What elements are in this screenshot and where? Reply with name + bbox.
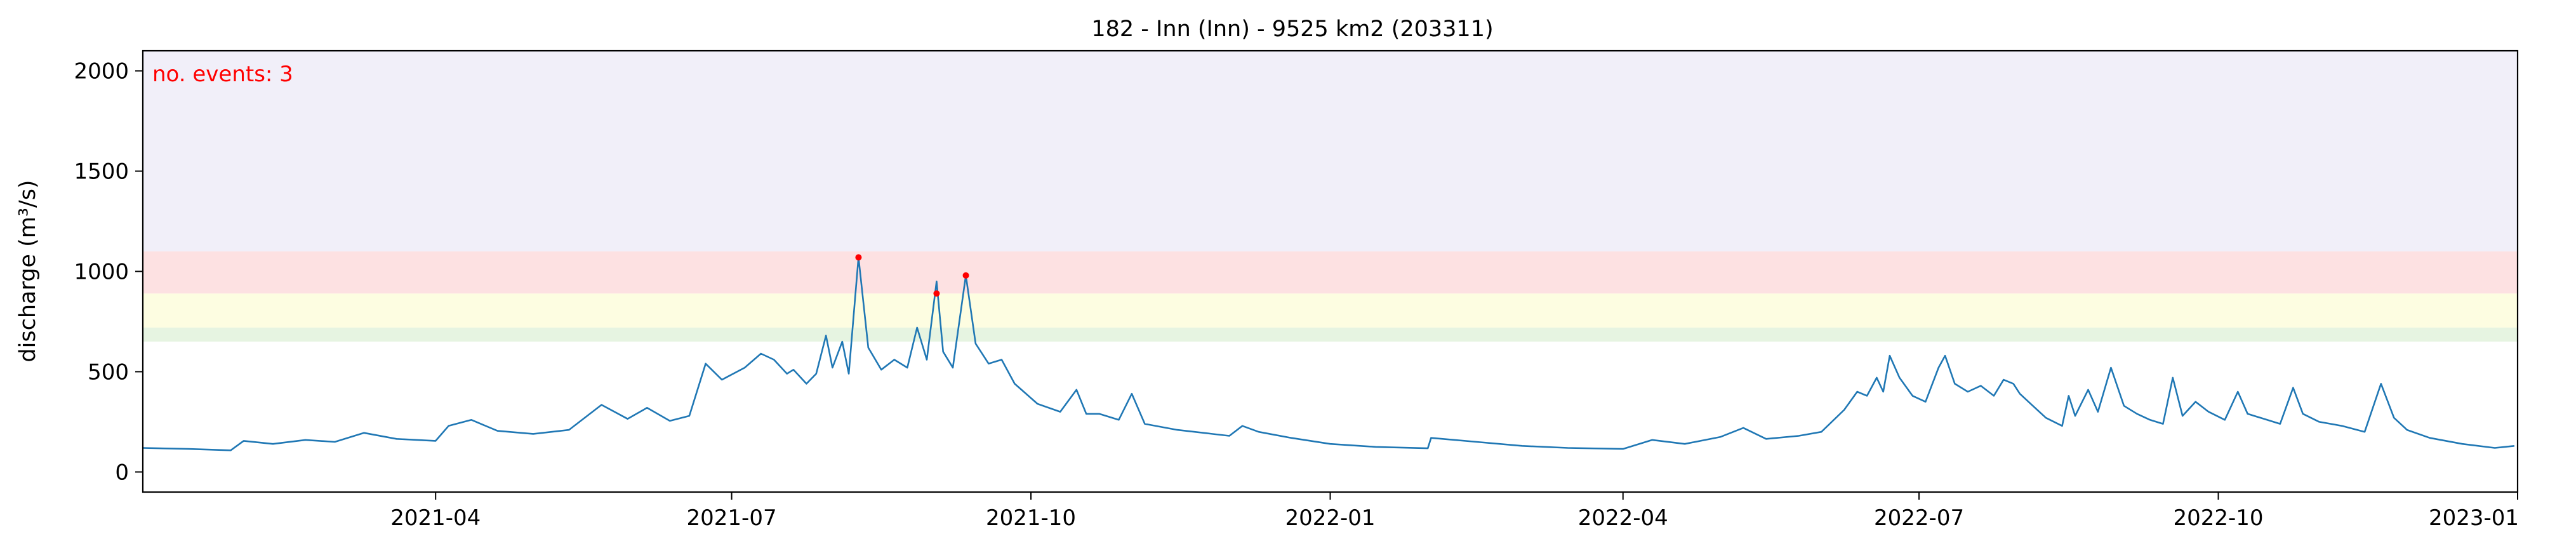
x-tick-label-2023-01: 2023-01 <box>2429 505 2519 531</box>
threshold-bands <box>143 51 2518 342</box>
event-marker-1 <box>933 290 940 297</box>
x-tick-label-2022-04: 2022-04 <box>1578 505 1668 531</box>
y-axis: 0 500 1000 1500 2000 <box>74 59 143 485</box>
y-tick-label-2000: 2000 <box>74 59 129 84</box>
chart-title: 182 - Inn (Inn) - 9525 km2 (203311) <box>1091 17 1493 42</box>
threshold-band-2 <box>143 251 2518 294</box>
x-tick-label-2021-07: 2021-07 <box>687 505 777 531</box>
event-marker-2 <box>962 272 969 279</box>
threshold-band-0 <box>143 327 2518 342</box>
x-tick-label-2022-07: 2022-07 <box>1874 505 1964 531</box>
x-tick-label-2021-04: 2021-04 <box>390 505 481 531</box>
series-group <box>142 257 2515 451</box>
x-axis: 2021-04 2021-07 2021-10 2022-01 2022-04 2022-… <box>390 492 2519 531</box>
event-marker-0 <box>855 254 862 261</box>
y-axis-label: discharge (m³/s) <box>15 180 41 362</box>
series-line-0 <box>142 257 2515 451</box>
y-tick-label-1000: 1000 <box>74 260 129 285</box>
threshold-band-1 <box>143 293 2518 328</box>
x-tick-label-2022-01: 2022-01 <box>1285 505 1375 531</box>
y-tick-label-1500: 1500 <box>74 159 129 185</box>
threshold-band-3 <box>143 51 2518 251</box>
x-tick-label-2021-10: 2021-10 <box>986 505 1076 531</box>
event-markers <box>855 254 969 297</box>
x-tick-label-2022-10: 2022-10 <box>2174 505 2264 531</box>
y-tick-label-0: 0 <box>115 460 129 485</box>
y-tick-label-500: 500 <box>88 359 129 385</box>
event-count-annotation: no. events: 3 <box>152 62 293 87</box>
